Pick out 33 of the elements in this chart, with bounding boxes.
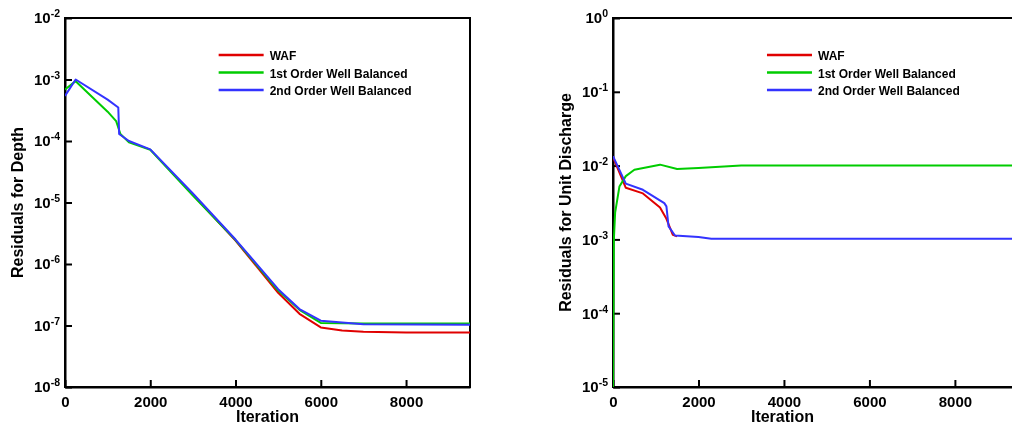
legend-label: 2nd Order Well Balanced [817, 84, 960, 98]
legend-label: WAF [817, 49, 845, 63]
y-tick-label: 10$^{-2}$ [33, 7, 61, 27]
y-tick-label: 10$^{-2}$ [581, 154, 609, 174]
x-tick-label: 2000 [682, 392, 716, 410]
legend-label: 1st Order Well Balanced [269, 66, 408, 81]
x-tick-label: 0 [609, 392, 618, 410]
y-axis-title: Residuals for Unit Discharge [557, 93, 574, 312]
x-tick-label: 8000 [938, 392, 973, 410]
y-axis-title: Residuals for Depth [9, 126, 26, 279]
y-tick-label: 10$^{-3}$ [581, 228, 609, 248]
y-tick-label: 10$^{-1}$ [581, 81, 609, 101]
y-tick-label: 10$^{0}$ [585, 7, 609, 27]
y-tick-label: 10$^{-4}$ [33, 130, 61, 150]
x-tick-label: 0 [61, 392, 70, 410]
legend-label: 1st Order Well Balanced [817, 66, 956, 81]
y-tick-label: 10$^{-6}$ [33, 253, 61, 273]
x-tick-label: 6000 [304, 392, 338, 410]
x-tick-label: 4000 [219, 392, 253, 410]
x-axis-title: Iteration [750, 408, 815, 425]
y-tick-label: 10$^{-8}$ [33, 376, 61, 396]
y-tick-label: 10$^{-4}$ [581, 302, 609, 322]
x-tick-label: 8000 [389, 392, 424, 410]
y-tick-label: 10$^{-3}$ [33, 68, 61, 88]
y-tick-label: 10$^{-5}$ [33, 191, 61, 211]
y-tick-label: 10$^{-5}$ [581, 376, 609, 396]
x-tick-label: 4000 [767, 392, 802, 410]
legend-label: 2nd Order Well Balanced [269, 84, 412, 98]
x-axis-title: Iteration [235, 408, 300, 425]
x-tick-label: 6000 [853, 392, 887, 410]
y-tick-label: 10$^{-7}$ [33, 314, 61, 334]
legend-label: WAF [269, 49, 297, 63]
x-tick-label: 2000 [134, 392, 168, 410]
